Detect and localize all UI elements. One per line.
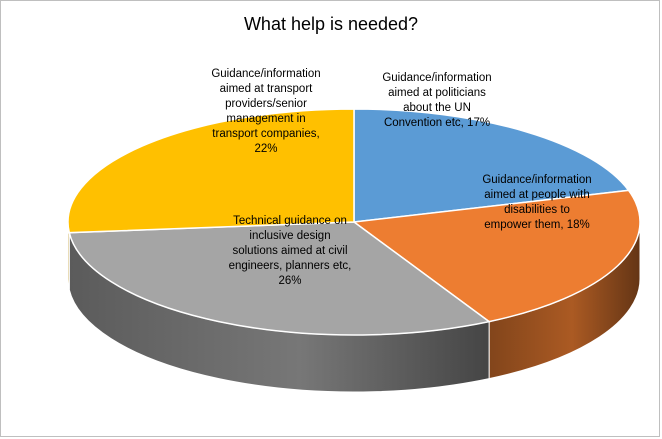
pie-slice-0 — [353, 108, 630, 223]
slice-label-3-line-3: management in — [226, 113, 305, 125]
slice-label-3-line-1: aimed at transport — [220, 83, 313, 95]
slice-label-1-line-3: empower them, 18% — [484, 219, 589, 231]
slice-label-0-line-3: Convention etc, 17% — [384, 117, 490, 129]
slice-label-2-line-4: 26% — [278, 275, 301, 287]
pie-slice-3 — [67, 108, 355, 234]
slice-label-1-line-2: disabilities to — [504, 204, 570, 216]
slice-label-1: Guidance/information aimed at people with… — [482, 174, 591, 231]
slice-label-0-line-1: aimed at politicians — [388, 87, 486, 99]
slice-label-3-line-4: transport companies, — [212, 128, 319, 140]
pie-slice-1 — [352, 189, 641, 323]
slice-label-2-line-2: solutions aimed at civil — [232, 245, 347, 257]
slice-label-3: Guidance/information aimed at transport pr… — [211, 68, 320, 155]
slice-label-2-line-1: inclusive design — [249, 230, 330, 242]
slice-label-0-line-2: about the UN — [403, 102, 471, 114]
slice-label-2-line-0: Technical guidance on — [233, 215, 347, 227]
slice-label-1-line-0: Guidance/information — [482, 174, 591, 186]
slice-label-3-line-2: providers/senior — [225, 98, 307, 110]
slice-label-3-line-0: Guidance/information — [211, 68, 320, 80]
slice-labels: Guidance/information aimed at politicians… — [211, 68, 591, 287]
pie-slice-2 — [68, 221, 491, 336]
slice-label-0: Guidance/information aimed at politicians… — [382, 72, 491, 129]
slice-label-2-line-3: engineers, planners etc, — [229, 260, 352, 272]
slice-label-1-line-1: aimed at people with — [484, 189, 589, 201]
pie-top — [67, 108, 641, 336]
slice-label-3-line-5: 22% — [254, 143, 277, 155]
chart-title: What help is needed? — [243, 14, 419, 34]
slice-label-0-line-0: Guidance/information — [382, 72, 491, 84]
slice-label-2: Technical guidance on inclusive design sol… — [229, 215, 352, 287]
